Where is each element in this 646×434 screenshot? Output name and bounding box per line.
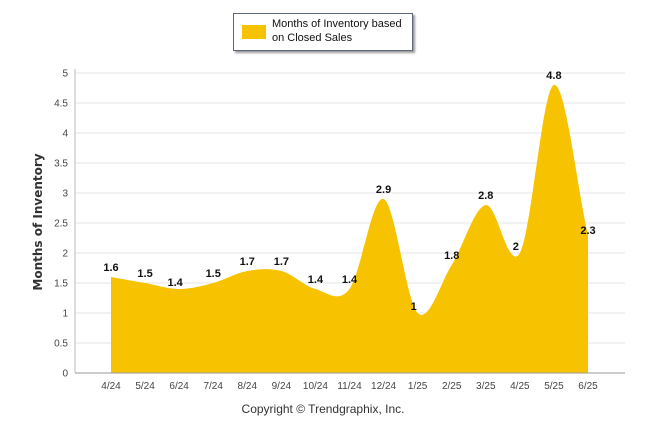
x-tick-label: 7/24 <box>203 381 223 392</box>
data-label: 1.8 <box>444 250 459 262</box>
x-tick-label: 11/24 <box>337 381 362 392</box>
data-label: 2.3 <box>580 225 595 237</box>
data-label: 1.4 <box>167 277 183 289</box>
y-tick-label: 0 <box>62 369 68 380</box>
x-tick-label: 1/25 <box>408 381 428 392</box>
legend-label-line-1: Months of Inventory based <box>272 18 402 30</box>
series-area <box>111 84 588 374</box>
y-axis-title: Months of Inventory <box>31 153 45 290</box>
data-labels: 1.6 1.5 1.4 1.5 1.7 1.7 1.4 1.4 2.9 1 1.8 2.8 2 4.8 2.… <box>103 70 595 313</box>
y-tick-label: 3 <box>62 189 68 200</box>
y-tick-label: 5 <box>62 69 68 80</box>
legend: Months of Inventory based on Closed Sale… <box>233 13 413 51</box>
copyright-text: Copyright © Trendgraphix, Inc. <box>241 402 405 416</box>
y-tick-label: 1 <box>62 309 68 320</box>
data-label: 2.9 <box>376 184 391 196</box>
axes <box>74 69 625 374</box>
data-label: 1.4 <box>308 274 324 286</box>
x-tick-label: 4/24 <box>101 381 121 392</box>
y-tick-label: 1.5 <box>54 279 68 290</box>
y-tick-label: 0.5 <box>54 339 68 350</box>
x-tick-label: 12/24 <box>371 381 396 392</box>
y-tick-label: 2.5 <box>54 219 68 230</box>
x-tick-label: 5/24 <box>135 381 155 392</box>
data-label: 1.5 <box>206 268 221 280</box>
x-tick-label: 4/25 <box>510 381 530 392</box>
data-label: 1.6 <box>103 262 118 274</box>
data-label: 1.7 <box>240 256 255 268</box>
x-tick-label: 8/24 <box>238 381 258 392</box>
y-tick-label: 4.5 <box>54 99 68 110</box>
y-axis-tick-labels: 0 0.5 1 1.5 2 2.5 3 3.5 4 4.5 5 <box>54 69 68 380</box>
x-axis-tick-labels: 4/24 5/24 6/24 7/24 8/24 9/24 10/24 11/24 12/24 1… <box>101 381 598 392</box>
legend-label-line-2: on Closed Sales <box>272 32 353 44</box>
y-tick-label: 2 <box>62 249 68 260</box>
legend-label: Months of Inventory based on Closed Sale… <box>272 17 402 45</box>
legend-swatch <box>242 25 266 39</box>
x-tick-label: 6/24 <box>169 381 189 392</box>
x-tick-label: 10/24 <box>303 381 328 392</box>
x-tick-label: 9/24 <box>272 381 292 392</box>
x-tick-label: 2/25 <box>442 381 462 392</box>
y-tick-label: 3.5 <box>54 159 68 170</box>
x-tick-label: 6/25 <box>578 381 598 392</box>
data-label: 2 <box>513 241 519 253</box>
data-label: 4.8 <box>546 70 561 82</box>
data-label: 1.7 <box>274 256 289 268</box>
data-label: 1 <box>411 301 417 313</box>
data-label: 1.4 <box>342 274 358 286</box>
y-tick-label: 4 <box>62 129 68 140</box>
x-tick-label: 3/25 <box>476 381 496 392</box>
data-label: 2.8 <box>478 190 493 202</box>
x-tick-label: 5/25 <box>544 381 564 392</box>
data-label: 1.5 <box>137 268 152 280</box>
